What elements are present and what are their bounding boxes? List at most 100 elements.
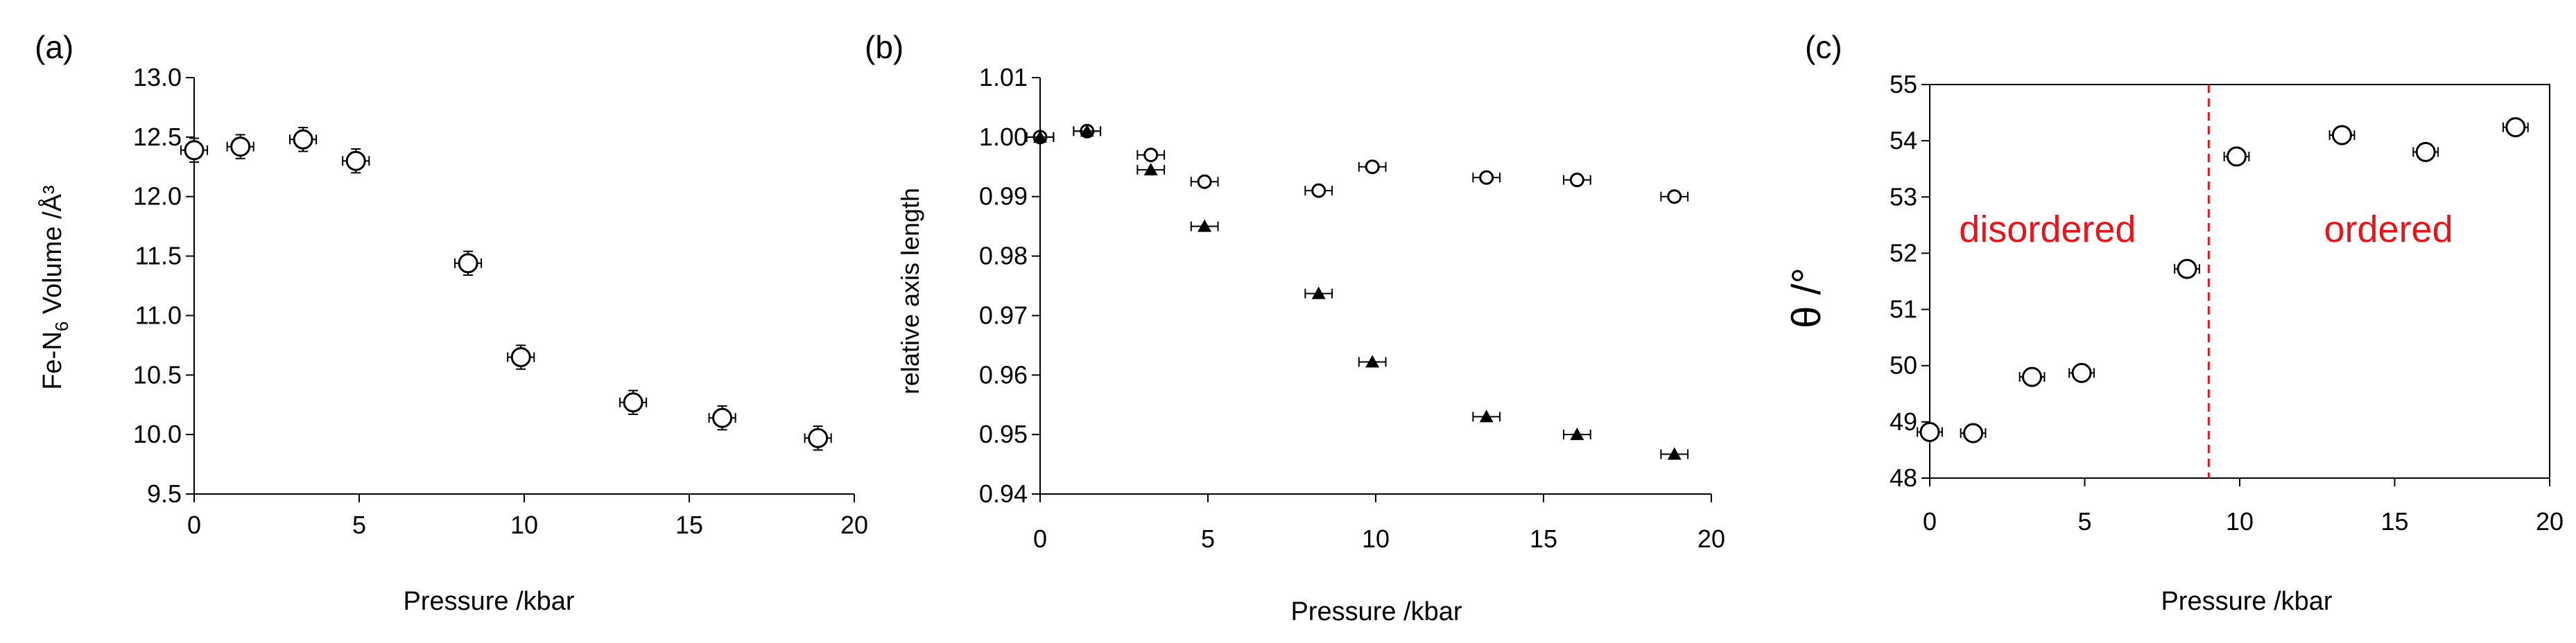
panel-b-series-1-point: [1026, 130, 1055, 143]
panel-c-xtick-label: 0: [1923, 507, 1937, 536]
filled-triangle-marker: [1311, 286, 1326, 299]
panel-b-ytick-label: 0.99: [979, 182, 1028, 211]
open-circle-marker: [293, 129, 313, 150]
panel-c-series-0-point: [2412, 141, 2439, 162]
panel-b-series-0-point: [1358, 159, 1387, 175]
open-circle-marker: [1143, 148, 1159, 163]
panel-a-ytick-label: 12.5: [133, 123, 182, 151]
panel-c-series-0-point: [2223, 146, 2250, 167]
panel-b-series-1-point: [1073, 124, 1102, 137]
open-circle-marker: [2505, 117, 2526, 138]
panel-b-series-0-point: [1190, 174, 1219, 189]
open-circle-marker: [2177, 258, 2197, 279]
open-circle-marker: [1919, 421, 1940, 442]
panel-b-series-1-point: [1563, 428, 1591, 441]
panel-c-series-0-point: [2019, 367, 2046, 387]
panel-c: (c) Pressure /kbar θ /° 4849505152535455…: [1784, 29, 2564, 616]
panel-a-xtick-label: 5: [352, 511, 366, 539]
panel-c-ytick-label: 49: [1890, 407, 1917, 436]
open-circle-marker: [712, 407, 733, 428]
panel-a-series-0-point: [454, 250, 483, 276]
panel-a-xtick-label: 15: [675, 511, 703, 539]
panel-b-xtick-label: 5: [1201, 525, 1215, 553]
panel-b-xtick-label: 10: [1362, 525, 1390, 553]
panel-b-series-1-point: [1304, 286, 1333, 299]
panel-b-series-1-point: [1660, 447, 1689, 460]
panel-a-ytick-label: 10.0: [133, 420, 182, 448]
open-circle-marker: [184, 140, 205, 161]
panel-a-series-0-point: [289, 127, 318, 152]
panel-a-series-0-point: [708, 405, 736, 431]
panel-b-ytick-label: 0.96: [979, 360, 1028, 389]
panel-b-xtick-label: 20: [1697, 525, 1725, 553]
panel-c-xlabel: Pressure /kbar: [2161, 587, 2332, 616]
open-circle-marker: [230, 136, 251, 157]
panel-a-ylabel-main: Fe-N: [38, 331, 67, 389]
panel-a-ytick-label: 11.0: [135, 301, 182, 329]
filled-triangle-marker: [1667, 447, 1682, 460]
panel-c-ytick-label: 54: [1890, 126, 1917, 155]
open-circle-marker: [1963, 423, 1984, 443]
panel-c-series-0-point: [2174, 258, 2200, 279]
panel-c-label: (c): [1805, 29, 1842, 65]
panel-c-series-0-point: [2502, 117, 2529, 138]
panel-c-ytick-label: 52: [1890, 238, 1917, 267]
panel-b-ytick-label: 0.94: [979, 479, 1028, 508]
panel-a-ytick-label: 10.5: [133, 360, 182, 389]
panel-c-plot-frame: [1929, 84, 2550, 479]
panel-b-xtick-label: 15: [1530, 525, 1557, 553]
panel-c-series-0-point: [1960, 423, 1987, 443]
panel-c-series-0-point: [2328, 125, 2355, 146]
panel-c-series-0-point: [1917, 421, 1943, 442]
panel-a-series-0-point: [619, 389, 648, 415]
panel-a-xtick-label: 20: [840, 511, 868, 539]
panel-b-series-0-point: [1472, 170, 1501, 185]
panel-a: (a) Pressure /kbar Fe-N6 Volume /Å³ 9.5 1…: [35, 29, 868, 616]
filled-triangle-marker: [1143, 163, 1158, 176]
panel-b-series-0-point: [1304, 183, 1333, 198]
panel-c-xtick-label: 20: [2536, 507, 2564, 536]
open-circle-marker: [510, 347, 531, 368]
open-circle-marker: [2071, 362, 2092, 383]
filled-triangle-marker: [1033, 130, 1047, 143]
open-circle-marker: [1667, 189, 1682, 204]
panel-a-xtick-label: 10: [510, 511, 538, 539]
panel-b-series-1-point: [1472, 409, 1501, 423]
open-circle-marker: [2227, 146, 2247, 167]
panel-b-series-0-point: [1660, 189, 1689, 204]
panel-b-ytick-label: 1.00: [979, 123, 1028, 151]
panel-c-series-0-point: [2068, 362, 2095, 383]
panel-b-ytick-label: 1.01: [979, 63, 1028, 91]
panel-b-series-0-point: [1563, 173, 1591, 188]
panel-a-xtick-label: 0: [187, 511, 201, 539]
open-circle-marker: [1197, 174, 1212, 189]
panel-c-annotation-1: ordered: [2324, 209, 2453, 250]
panel-c-xtick-label: 10: [2226, 507, 2254, 536]
panel-b-series-1-point: [1136, 163, 1166, 176]
panel-b-ytick-label: 0.98: [979, 242, 1028, 270]
open-circle-marker: [1479, 170, 1494, 185]
panel-c-ytick-label: 50: [1890, 351, 1917, 380]
filled-triangle-marker: [1198, 219, 1212, 232]
panel-a-ytick-label: 9.5: [147, 479, 182, 508]
filled-triangle-marker: [1570, 428, 1584, 441]
panel-a-ytick-label: 11.5: [135, 242, 182, 270]
panel-a-series-0-point: [804, 425, 832, 451]
panel-a-xlabel: Pressure /kbar: [403, 587, 574, 616]
panel-a-ylabel-rest: Volume /Å³: [37, 185, 67, 321]
panel-b-xlabel: Pressure /kbar: [1290, 597, 1462, 626]
panel-b-series-0-point: [1136, 148, 1166, 163]
panel-c-xtick-label: 15: [2380, 507, 2408, 536]
panel-a-series-0-point: [180, 137, 209, 163]
filled-triangle-marker: [1080, 124, 1094, 137]
panel-a-label: (a): [35, 29, 74, 65]
panel-c-xtick-label: 5: [2077, 507, 2091, 536]
open-circle-marker: [2415, 141, 2436, 162]
panel-c-ytick-label: 55: [1890, 70, 1917, 98]
panel-c-ytick-label: 48: [1890, 464, 1917, 492]
panel-a-ylabel-sub: 6: [51, 322, 72, 331]
panel-c-ytick-label: 53: [1890, 182, 1917, 211]
svg-text:Fe-N6 Volume /Å³: Fe-N6 Volume /Å³: [37, 185, 72, 389]
panel-b-ytick-label: 0.95: [979, 420, 1028, 448]
